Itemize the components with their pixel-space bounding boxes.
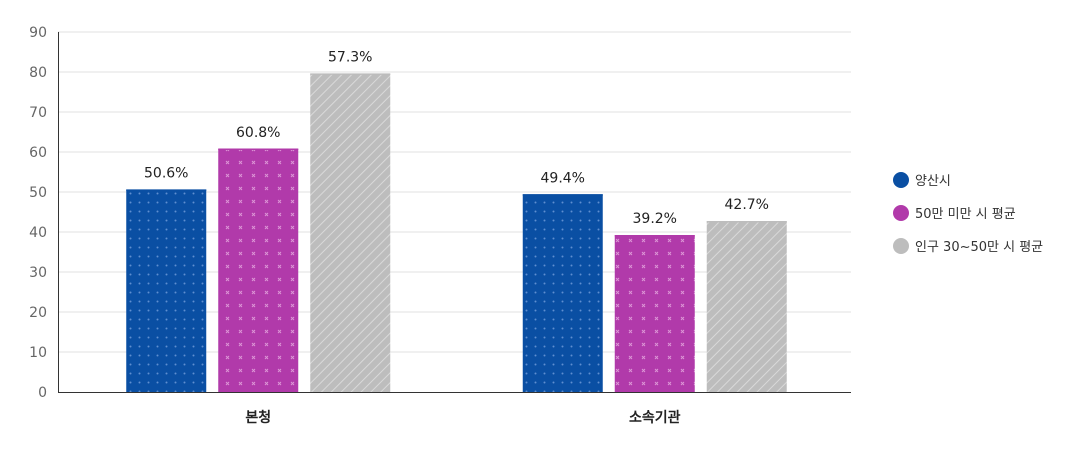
legend-marker [893,205,909,221]
y-tick-label: 10 [29,345,47,361]
data-label: 39.2% [633,211,677,227]
y-tick-label: 0 [38,385,47,401]
y-tick-label: 80 [29,65,47,81]
y-tick-label: 40 [29,225,47,241]
legend-label: 양산시 [915,174,951,189]
y-tick-label: 70 [29,105,47,121]
data-labels: 50.6% 60.8% 57.3% 49.4% 39.2% 42.7% [144,50,769,228]
y-tick-label: 60 [29,145,47,161]
y-tick-label: 20 [29,305,47,321]
bar [706,221,787,392]
bar [126,189,207,392]
bars [126,73,787,392]
y-tick-label: 30 [29,265,47,281]
legend-label: 50만 미만 시 평균 [915,207,1016,222]
bar [218,148,299,392]
legend-marker [893,238,909,254]
y-tick-label: 50 [29,185,47,201]
bar [310,73,391,392]
data-label: 57.3% [328,50,372,66]
x-category-label: 소속기관 [629,409,681,426]
bar [522,194,603,392]
data-label: 49.4% [541,170,585,186]
data-label: 42.7% [725,197,769,213]
bar [614,235,695,392]
legend-label: 인구 30~50만 시 평균 [915,240,1043,255]
axes: 0 10 20 30 40 50 60 70 80 90 본청 소속기관 [29,25,851,426]
data-label: 50.6% [144,166,188,182]
y-tick-label: 90 [29,25,47,41]
data-label: 60.8% [236,125,280,141]
x-category-label: 본청 [245,410,271,426]
legend-marker [893,172,909,188]
